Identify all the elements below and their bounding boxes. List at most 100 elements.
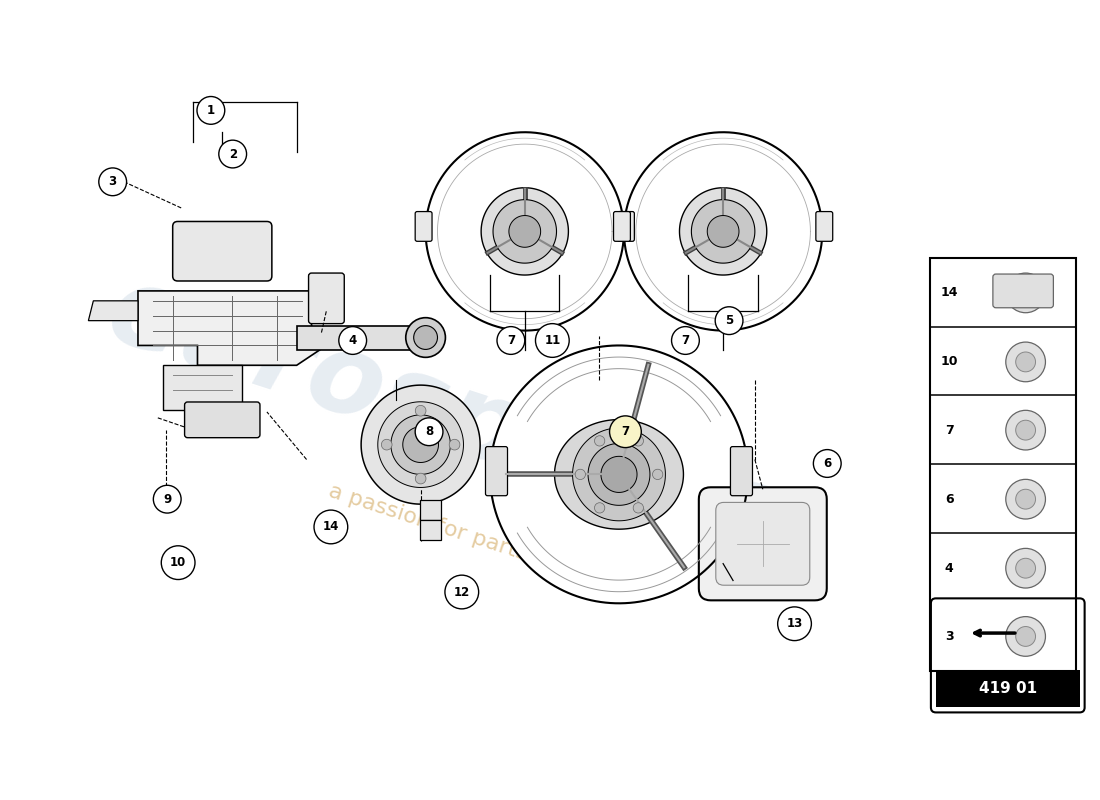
Text: 1: 1: [207, 104, 215, 117]
FancyBboxPatch shape: [931, 258, 1076, 327]
Text: 6: 6: [823, 457, 832, 470]
Text: 12: 12: [453, 586, 470, 598]
Polygon shape: [573, 428, 666, 521]
Polygon shape: [297, 326, 420, 350]
Circle shape: [609, 416, 641, 448]
Circle shape: [197, 97, 224, 124]
Circle shape: [414, 326, 438, 350]
Circle shape: [382, 439, 392, 450]
Text: 2: 2: [229, 147, 236, 161]
Polygon shape: [493, 200, 557, 263]
FancyBboxPatch shape: [614, 211, 630, 242]
Circle shape: [1005, 548, 1045, 588]
FancyBboxPatch shape: [936, 670, 1080, 707]
Text: 10: 10: [170, 556, 186, 569]
Circle shape: [444, 575, 478, 609]
FancyBboxPatch shape: [485, 446, 507, 496]
Circle shape: [314, 510, 348, 544]
Polygon shape: [426, 132, 624, 330]
Circle shape: [1015, 626, 1035, 646]
FancyBboxPatch shape: [415, 211, 432, 242]
Text: 14: 14: [322, 521, 339, 534]
Polygon shape: [601, 456, 637, 493]
Polygon shape: [138, 291, 327, 366]
Circle shape: [162, 546, 195, 579]
FancyBboxPatch shape: [698, 487, 827, 600]
Circle shape: [415, 418, 443, 446]
Circle shape: [406, 318, 446, 358]
Text: eurospares: eurospares: [95, 257, 796, 575]
Circle shape: [634, 502, 643, 513]
Polygon shape: [88, 301, 138, 321]
Polygon shape: [707, 215, 739, 247]
FancyBboxPatch shape: [931, 395, 1076, 465]
Text: 13: 13: [786, 618, 803, 630]
Polygon shape: [361, 385, 480, 504]
Text: 3: 3: [109, 175, 117, 188]
FancyBboxPatch shape: [716, 502, 810, 586]
Text: 7: 7: [945, 424, 954, 437]
Text: 7: 7: [621, 426, 629, 438]
Circle shape: [219, 140, 246, 168]
Text: 10: 10: [940, 355, 958, 369]
FancyBboxPatch shape: [185, 402, 260, 438]
Text: 4: 4: [945, 562, 954, 574]
Polygon shape: [624, 132, 823, 330]
Circle shape: [1005, 273, 1045, 313]
Circle shape: [536, 324, 569, 358]
Circle shape: [813, 450, 842, 478]
Circle shape: [1015, 490, 1035, 509]
Circle shape: [449, 439, 460, 450]
Polygon shape: [509, 215, 540, 247]
FancyBboxPatch shape: [931, 465, 1076, 534]
Circle shape: [1005, 410, 1045, 450]
FancyBboxPatch shape: [730, 446, 752, 496]
Circle shape: [594, 502, 605, 513]
Circle shape: [1015, 283, 1035, 303]
FancyBboxPatch shape: [993, 274, 1054, 308]
Polygon shape: [692, 200, 755, 263]
Circle shape: [652, 470, 663, 479]
Circle shape: [634, 436, 643, 446]
Circle shape: [1005, 617, 1045, 656]
FancyBboxPatch shape: [931, 598, 1085, 713]
Text: 419 01: 419 01: [979, 681, 1037, 696]
Circle shape: [99, 168, 127, 196]
FancyBboxPatch shape: [419, 500, 441, 520]
Polygon shape: [403, 426, 439, 462]
Polygon shape: [377, 402, 463, 487]
Text: 9: 9: [163, 493, 172, 506]
FancyBboxPatch shape: [419, 520, 441, 540]
Text: 7: 7: [507, 334, 515, 347]
Circle shape: [1005, 342, 1045, 382]
Circle shape: [1015, 352, 1035, 372]
Text: 3: 3: [945, 630, 954, 643]
Circle shape: [153, 486, 182, 513]
Text: 8: 8: [425, 426, 433, 438]
FancyBboxPatch shape: [931, 327, 1076, 397]
FancyBboxPatch shape: [173, 222, 272, 281]
FancyBboxPatch shape: [931, 534, 1076, 603]
Circle shape: [575, 470, 585, 479]
Text: 6: 6: [945, 493, 954, 506]
FancyBboxPatch shape: [309, 273, 344, 324]
Polygon shape: [390, 415, 450, 474]
Polygon shape: [491, 346, 748, 603]
Text: 7: 7: [681, 334, 690, 347]
Polygon shape: [163, 366, 242, 410]
Text: 5: 5: [725, 314, 734, 327]
Circle shape: [339, 326, 366, 354]
Circle shape: [497, 326, 525, 354]
Polygon shape: [588, 443, 650, 506]
Polygon shape: [481, 188, 569, 275]
Circle shape: [1015, 420, 1035, 440]
Circle shape: [672, 326, 700, 354]
Circle shape: [594, 436, 605, 446]
Circle shape: [778, 607, 812, 641]
FancyBboxPatch shape: [931, 602, 1076, 671]
Text: a passion for parts since 1985: a passion for parts since 1985: [326, 482, 652, 604]
Circle shape: [1005, 479, 1045, 519]
Polygon shape: [554, 419, 683, 529]
Circle shape: [1015, 558, 1035, 578]
Circle shape: [715, 306, 742, 334]
